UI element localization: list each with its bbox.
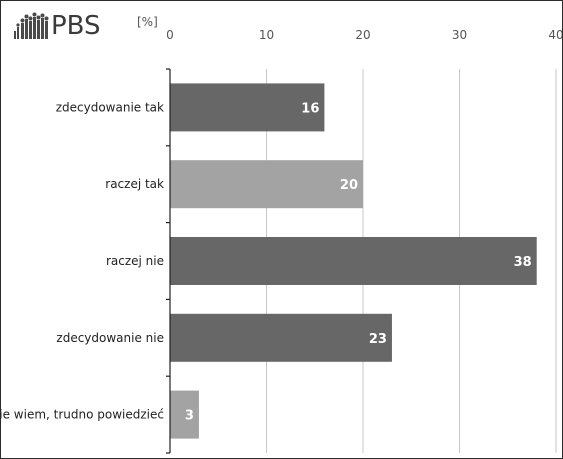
category-label: raczej nie [106,254,164,268]
bar [170,313,392,362]
x-tick-label: 20 [355,28,370,42]
logo-text: PBS [51,11,101,41]
category-label: nie wiem, trudno powiedzieć [1,408,164,422]
data-label: 23 [369,332,387,347]
category-label: zdecydowanie nie [56,331,164,345]
data-label: 16 [301,101,319,116]
data-label: 20 [340,178,358,193]
bar [170,83,325,132]
bar [170,390,199,439]
unit-label: [%] [137,15,158,29]
x-tick-label: 10 [259,28,274,42]
x-tick-label: 30 [452,28,467,42]
bar [170,237,537,285]
x-tick-label: 40 [548,28,562,42]
x-tick-label: 0 [166,28,174,42]
bar [170,160,363,209]
data-label: 3 [185,409,194,424]
crowd-silhouette-icon [14,12,49,39]
category-label: raczej tak [105,177,164,191]
data-label: 38 [514,255,532,270]
category-label: zdecydowanie tak [56,100,164,114]
pbs-logo: PBS [13,7,133,43]
